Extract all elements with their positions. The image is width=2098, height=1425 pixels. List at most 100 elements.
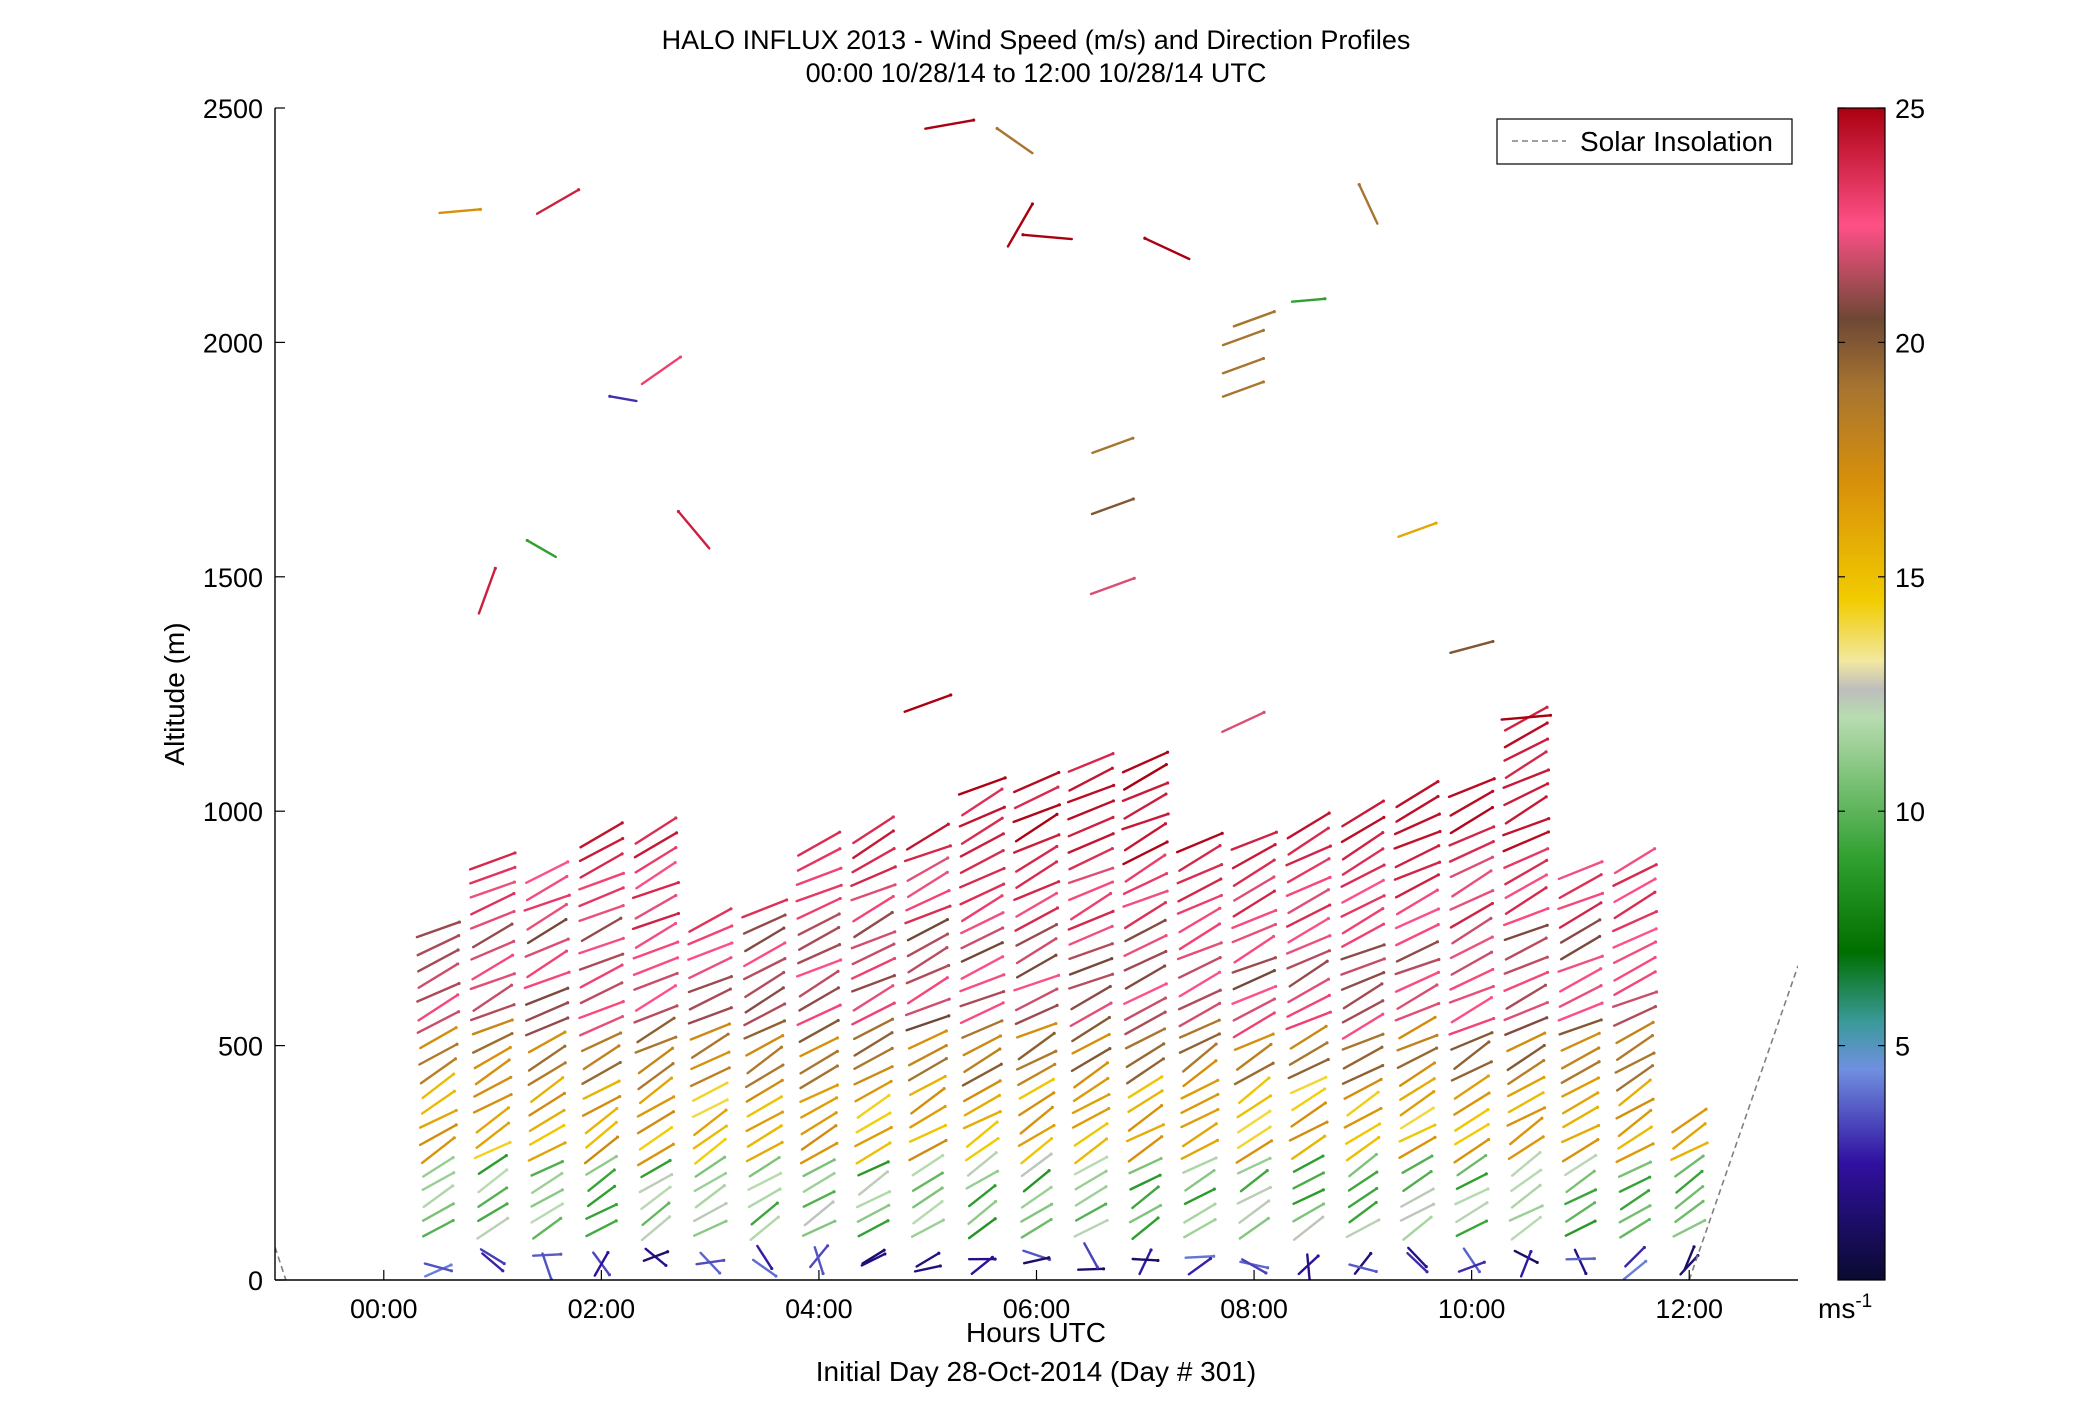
wind-barb-tip (1131, 497, 1135, 501)
wind-barb (477, 1168, 508, 1194)
wind-barb-tip (1219, 877, 1223, 881)
wind-barb (423, 1262, 453, 1272)
wind-barb-tip (1487, 1040, 1491, 1044)
wind-barb-tip (454, 1108, 458, 1113)
wind-barb (1286, 903, 1331, 928)
wind-barb (907, 1029, 948, 1050)
wind-barb (640, 1185, 672, 1211)
wind-barb (1014, 1004, 1059, 1026)
wind-barb (1347, 1187, 1378, 1209)
wind-barb-tip (1425, 1270, 1429, 1274)
wind-barb (1612, 910, 1658, 933)
wind-barb-tip (1648, 1204, 1652, 1208)
wind-barb-tip (457, 934, 461, 938)
wind-barb (582, 1044, 621, 1071)
wind-barb-tip (1436, 779, 1440, 784)
y-tick-label: 1500 (203, 563, 263, 593)
wind-barb (1401, 1154, 1434, 1175)
wind-barb-tip (673, 921, 678, 926)
wind-barb (578, 1000, 625, 1020)
wind-barb (855, 1190, 891, 1209)
wind-barb-tip (608, 394, 612, 398)
wind-barb (850, 957, 896, 980)
wind-barb-tip (1328, 875, 1332, 879)
wind-barb-tip (449, 1269, 454, 1273)
wind-barb (1237, 1110, 1272, 1134)
wind-barb-tip (999, 1062, 1003, 1066)
wind-barb-tip (674, 1035, 678, 1039)
wind-barb-tip (892, 1001, 896, 1005)
wind-barb (1504, 886, 1548, 915)
wind-barb-tip (1217, 1032, 1221, 1036)
wind-barb (746, 1045, 783, 1075)
wind-barb (1015, 892, 1058, 918)
colorbar-gradient (1837, 107, 1886, 1281)
wind-barb-tip (506, 1121, 511, 1125)
wind-barb (1510, 1151, 1542, 1177)
wind-barb (1285, 844, 1332, 867)
wind-barb (1287, 888, 1330, 915)
wind-barb-tip (451, 1218, 455, 1223)
wind-barb (1020, 1218, 1053, 1239)
wind-barb (689, 1066, 731, 1088)
wind-barb-tip (1599, 873, 1603, 877)
wind-barb (470, 892, 516, 916)
wind-barb (967, 1217, 997, 1240)
wind-barb (422, 1184, 454, 1209)
wind-barb-tip (1435, 983, 1439, 987)
wind-barb (965, 1120, 999, 1148)
wind-barb (910, 1218, 945, 1238)
wind-barb (1504, 859, 1548, 886)
wind-barb (689, 1022, 731, 1041)
wind-barb (530, 1076, 564, 1103)
wind-barb (469, 880, 516, 899)
wind-barb (608, 395, 638, 403)
wind-barb-tip (718, 1271, 722, 1275)
wind-barb (799, 1050, 839, 1075)
wind-barb (1184, 1169, 1216, 1192)
wind-barb (1287, 1058, 1330, 1080)
wind-barb (1450, 1031, 1494, 1051)
wind-barb-tip (1158, 1173, 1162, 1177)
wind-barb (1068, 767, 1114, 792)
wind-barb-tip (780, 1110, 785, 1114)
wind-barb (1449, 806, 1494, 835)
wind-barb (468, 851, 517, 871)
wind-barb-tip (1272, 1011, 1276, 1015)
wind-barb (1565, 1201, 1596, 1223)
wind-barb (1068, 847, 1114, 871)
wind-barb (799, 1036, 839, 1058)
wind-barb (1504, 750, 1548, 779)
wind-barb-tip (1593, 1201, 1597, 1205)
wind-barb-tip (889, 1125, 893, 1130)
wind-barb (1455, 1219, 1488, 1238)
wind-barb-tip (1163, 822, 1168, 826)
wind-barb (1182, 1156, 1218, 1174)
wind-barb (851, 1001, 896, 1026)
wind-barb-tip (621, 952, 625, 956)
wind-barb (1672, 1122, 1707, 1150)
wind-barb-tip (670, 1046, 675, 1050)
wind-barb-tip (1268, 1094, 1273, 1098)
wind-barb (1231, 956, 1277, 974)
wind-barb (1013, 974, 1060, 992)
wind-barb-tip (832, 1190, 836, 1194)
x-axis-ticks: 00:00 02:00 04:00 06:00 08:00 10:00 12:00 (350, 1270, 1723, 1324)
wind-barb-tip (1106, 1076, 1110, 1081)
wind-barb (1342, 1046, 1384, 1070)
wind-barb (960, 941, 1004, 963)
wind-barb-tip (780, 1140, 784, 1145)
wind-barb-tip (1268, 1185, 1272, 1190)
wind-barb-tip (995, 1169, 1000, 1173)
wind-barb (1340, 863, 1386, 888)
wind-barb (1615, 1021, 1655, 1045)
wind-barb-tip (1437, 1001, 1441, 1006)
wind-barb (1561, 1124, 1600, 1144)
wind-barb (693, 1219, 728, 1237)
wind-barb-tip (1654, 927, 1658, 931)
wind-barb (1573, 1248, 1588, 1275)
wind-barb-tip (943, 1104, 947, 1109)
wind-barb (1398, 1061, 1436, 1087)
wind-barb (1449, 640, 1495, 655)
